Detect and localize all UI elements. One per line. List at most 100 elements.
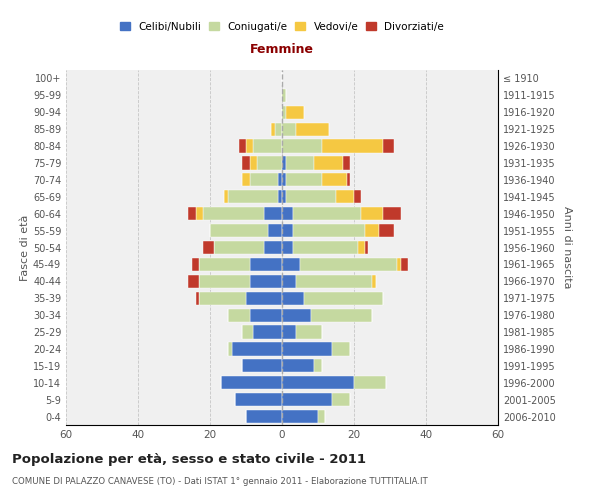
Bar (214, 241, 264, 254)
Bar (282, 89, 286, 102)
Bar (253, 140, 282, 152)
Bar (282, 274, 296, 288)
Bar (354, 376, 386, 390)
Bar (282, 207, 293, 220)
Bar (379, 224, 394, 237)
Bar (296, 326, 322, 338)
Bar (242, 326, 253, 338)
Bar (250, 174, 278, 186)
Bar (282, 224, 293, 237)
Bar (196, 207, 203, 220)
Bar (332, 393, 350, 406)
Bar (242, 174, 250, 186)
Bar (282, 140, 322, 152)
Bar (304, 292, 383, 305)
Bar (282, 156, 286, 170)
Bar (188, 274, 199, 288)
Bar (192, 258, 199, 271)
Bar (235, 393, 282, 406)
Bar (246, 292, 282, 305)
Bar (286, 174, 322, 186)
Bar (199, 258, 250, 271)
Bar (282, 122, 296, 136)
Y-axis label: Anni di nascita: Anni di nascita (562, 206, 572, 289)
Bar (282, 393, 332, 406)
Bar (300, 258, 397, 271)
Text: Popolazione per età, sesso e stato civile - 2011: Popolazione per età, sesso e stato civil… (12, 452, 366, 466)
Bar (282, 174, 286, 186)
Bar (275, 122, 282, 136)
Bar (361, 207, 383, 220)
Bar (354, 190, 361, 203)
Bar (286, 190, 336, 203)
Text: Femmine: Femmine (250, 43, 314, 56)
Bar (318, 410, 325, 423)
Bar (271, 122, 275, 136)
Bar (282, 241, 293, 254)
Bar (358, 241, 365, 254)
Bar (336, 190, 354, 203)
Bar (397, 258, 401, 271)
Bar (282, 342, 332, 355)
Bar (278, 190, 282, 203)
Bar (401, 258, 408, 271)
Bar (282, 258, 300, 271)
Bar (322, 174, 347, 186)
Bar (253, 326, 282, 338)
Bar (188, 207, 196, 220)
Y-axis label: Fasce di età: Fasce di età (20, 214, 30, 280)
Bar (250, 274, 282, 288)
Bar (282, 308, 311, 322)
Bar (286, 106, 304, 119)
Bar (322, 140, 383, 152)
Bar (199, 292, 246, 305)
Bar (372, 274, 376, 288)
Bar (293, 224, 365, 237)
Bar (242, 359, 282, 372)
Bar (365, 224, 379, 237)
Bar (239, 140, 246, 152)
Bar (293, 241, 358, 254)
Bar (314, 359, 322, 372)
Bar (242, 156, 250, 170)
Bar (250, 156, 257, 170)
Bar (268, 224, 282, 237)
Bar (365, 241, 368, 254)
Bar (282, 376, 354, 390)
Bar (343, 156, 350, 170)
Bar (282, 190, 286, 203)
Bar (293, 207, 361, 220)
Bar (250, 258, 282, 271)
Bar (282, 359, 314, 372)
Bar (203, 207, 264, 220)
Bar (228, 308, 250, 322)
Bar (347, 174, 350, 186)
Bar (278, 174, 282, 186)
Bar (246, 410, 282, 423)
Bar (286, 156, 314, 170)
Bar (228, 190, 278, 203)
Bar (296, 122, 329, 136)
Bar (311, 308, 372, 322)
Bar (210, 224, 268, 237)
Bar (282, 292, 304, 305)
Bar (199, 274, 250, 288)
Bar (282, 410, 318, 423)
Legend: Celibi/Nubili, Coniugati/e, Vedovi/e, Divorziati/e: Celibi/Nubili, Coniugati/e, Vedovi/e, Di… (117, 18, 447, 34)
Bar (257, 156, 282, 170)
Text: COMUNE DI PALAZZO CANAVESE (TO) - Dati ISTAT 1° gennaio 2011 - Elaborazione TUTT: COMUNE DI PALAZZO CANAVESE (TO) - Dati I… (12, 478, 428, 486)
Bar (296, 274, 372, 288)
Bar (196, 292, 199, 305)
Bar (264, 207, 282, 220)
Bar (228, 342, 232, 355)
Bar (224, 190, 228, 203)
Bar (332, 342, 350, 355)
Bar (383, 207, 401, 220)
Bar (264, 241, 282, 254)
Bar (221, 376, 282, 390)
Bar (383, 140, 394, 152)
Bar (314, 156, 343, 170)
Bar (203, 241, 214, 254)
Bar (250, 308, 282, 322)
Bar (282, 326, 296, 338)
